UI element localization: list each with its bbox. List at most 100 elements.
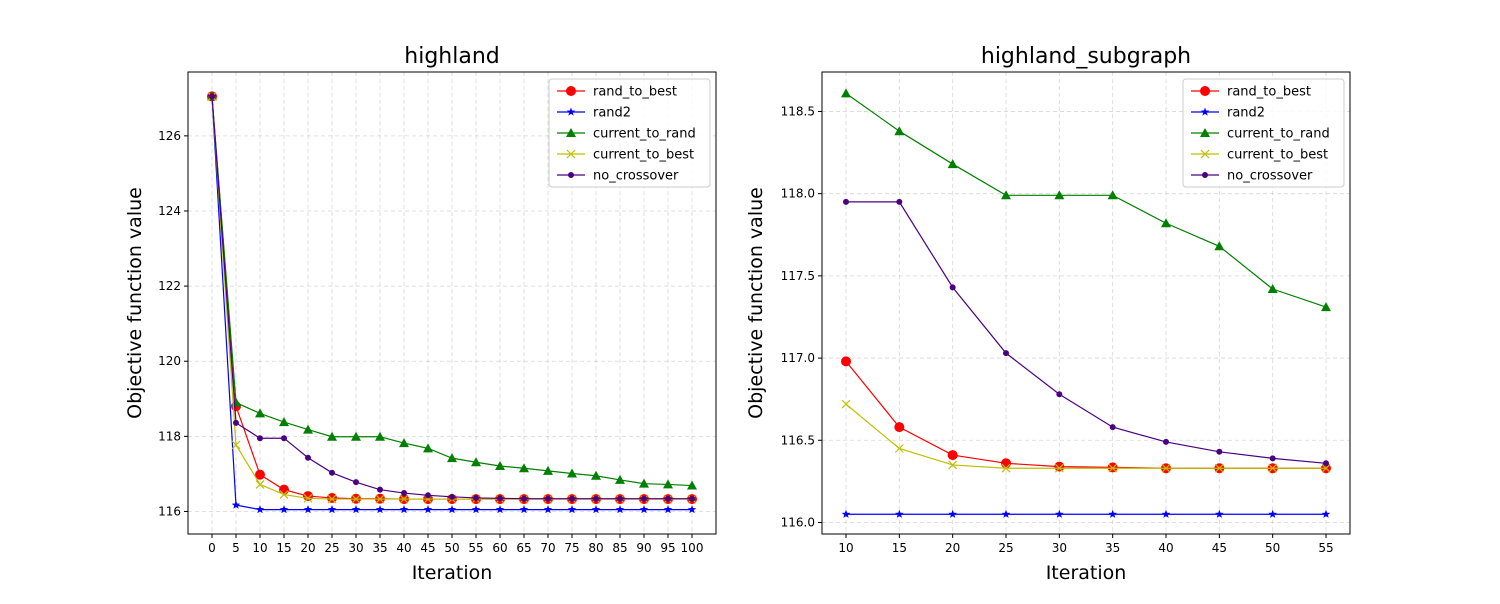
data-point-rand2 [1055,509,1064,518]
data-point-no_crossover [209,93,215,100]
legend-box [548,78,711,188]
x-tick-label: 40 [1158,541,1173,555]
x-tick-label: 65 [516,541,531,555]
data-point-current_to_rand [375,431,385,441]
y-tick-label: 120 [158,354,181,368]
x-tick-label: 15 [892,541,907,555]
data-point-current_to_rand [543,465,553,475]
data-point-current_to_best [1054,463,1064,473]
series-rand2 [841,509,1331,518]
x-tick-label: 50 [1265,541,1280,555]
grid [188,72,716,534]
data-point-current_to_best [841,399,851,409]
legend-marker [566,128,576,137]
data-point-rand2 [895,509,904,518]
y-tick-label: 116.5 [781,433,815,447]
x-tick-label: 40 [396,541,411,555]
x-axis-label: Iteration [412,562,493,584]
legend-label: current_to_rand [593,127,696,142]
legend-label: current_to_best [593,148,694,163]
x-tick-label: 70 [540,541,555,555]
legend-marker [566,107,576,116]
data-point-current_to_best [399,494,409,504]
data-point-no_crossover [545,495,551,502]
data-point-current_to_rand [687,480,697,490]
legend-item-current_to_rand: current_to_rand [1191,127,1330,142]
data-point-no_crossover [329,469,335,476]
x-tick-label: 75 [564,541,579,555]
y-tick-label: 126 [158,129,181,143]
data-point-current_to_best [327,494,337,504]
data-point-current_to_best [1321,463,1331,473]
legend-item-rand_to_best: rand_to_best [557,85,677,100]
x-tick-label: 100 [681,541,704,555]
legend-label: rand_to_best [1227,85,1311,100]
y-tick-label: 117.5 [781,269,815,283]
x-tick-label: 15 [276,541,291,555]
data-point-rand_to_best [841,356,851,367]
y-tick-label: 122 [158,279,181,293]
data-point-current_to_rand [255,408,265,418]
data-point-current_to_rand [894,126,905,136]
data-point-current_to_rand [351,431,361,441]
data-point-current_to_rand [1321,302,1331,312]
legend-item-no_crossover: no_crossover [1191,169,1313,184]
series-no_crossover [209,93,695,502]
data-point-current_to_rand [423,443,433,453]
data-point-current_to_rand [615,474,625,484]
data-point-no_crossover [665,495,671,502]
data-point-current_to_rand [495,461,505,471]
data-point-no_crossover [1003,350,1009,357]
data-point-rand2 [447,505,457,514]
x-tick-label: 95 [660,541,675,555]
data-point-no_crossover [1109,424,1116,431]
legend-label: rand2 [1227,106,1265,121]
data-point-current_to_rand [663,479,673,489]
data-point-current_to_best [1108,463,1118,473]
legend-label: no_crossover [593,169,679,184]
x-tick-label: 45 [420,541,435,555]
y-tick-label: 118.0 [781,187,815,201]
data-point-no_crossover [949,284,956,291]
data-point-rand2 [567,505,577,514]
data-point-no_crossover [521,495,527,502]
legend-box [1182,78,1345,188]
data-point-rand2 [1001,509,1011,518]
legend-item-current_to_best: current_to_best [1191,148,1328,163]
x-tick-label: 50 [444,541,459,555]
data-point-current_to_rand [1107,190,1118,200]
legend-marker [1202,172,1208,178]
data-point-rand2 [543,505,553,514]
series-current_to_rand [841,88,1331,312]
data-point-rand2 [687,505,697,514]
y-tick-label: 118 [158,429,181,443]
x-tick-label: 30 [348,541,363,555]
data-point-no_crossover [497,495,503,502]
data-point-rand2 [1321,509,1331,518]
series-current_to_rand [207,91,697,490]
data-point-current_to_rand [327,431,337,441]
data-point-rand2 [423,505,433,514]
data-point-current_to_best [1214,463,1224,473]
data-point-rand2 [519,505,529,514]
chart-title: highland_subgraph [981,44,1191,69]
x-tick-label: 0 [208,541,216,555]
data-point-current_to_rand [591,470,601,480]
data-point-rand2 [1161,509,1171,518]
y-tick-label: 124 [158,204,181,218]
y-tick-label: 117.0 [781,351,815,365]
data-point-current_to_rand [519,463,529,473]
legend: rand_to_best rand2 current_to_rand current_… [548,78,711,188]
legend-label: rand_to_best [593,85,677,100]
x-tick-label: 35 [1105,541,1120,555]
x-tick-label: 85 [612,541,627,555]
data-point-current_to_best [303,493,313,503]
data-point-no_crossover [1056,391,1063,398]
data-point-no_crossover [1163,438,1169,445]
legend-marker [566,149,576,159]
chart-panel-2: 10 15 20 25 30 35 40 45 50 55 116.0 116.5 117.0 117.5… [745,44,1351,584]
data-point-rand_to_best [327,492,337,503]
x-tick-label: 30 [1052,541,1067,555]
data-point-current_to_best [948,460,958,470]
